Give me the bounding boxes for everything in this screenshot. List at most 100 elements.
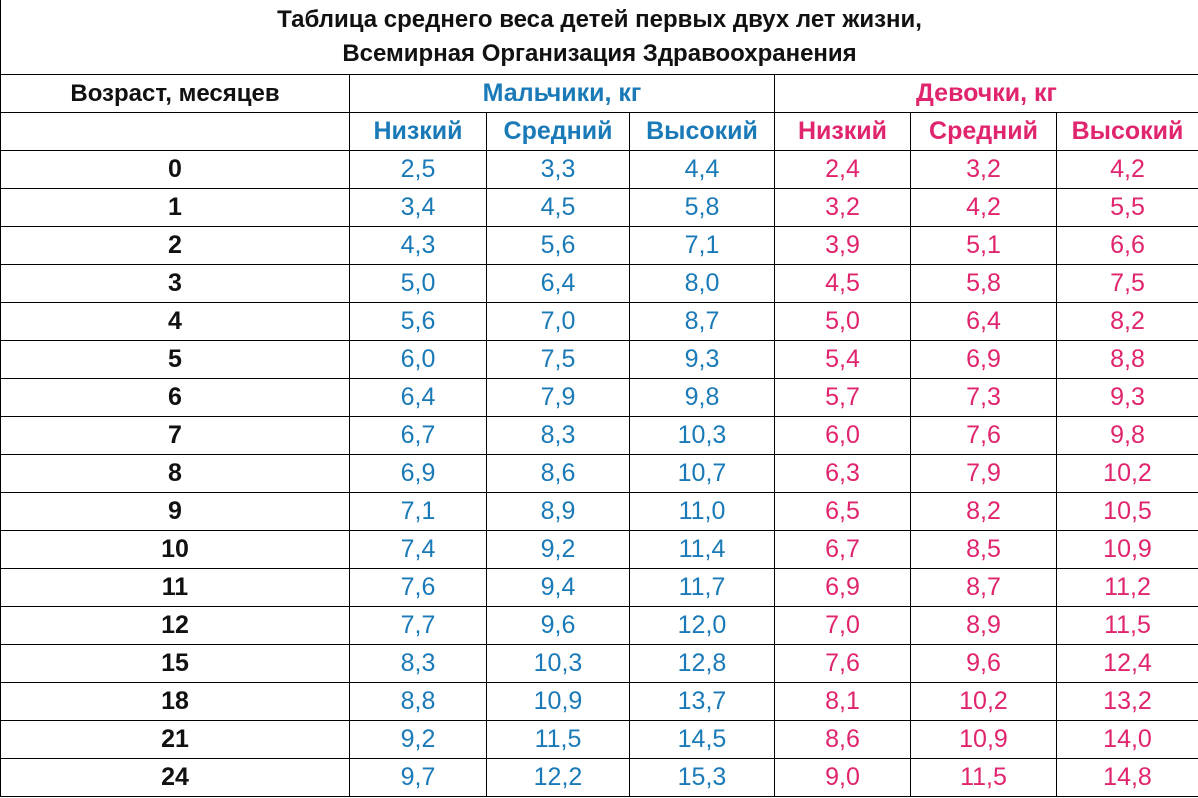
table-row: 8 6,9 8,6 10,7 6,3 7,9 10,2 xyxy=(0,454,1198,493)
boys-low-cell: 5,6 xyxy=(349,302,487,341)
table-row: 21 9,2 11,5 14,5 8,6 10,9 14,0 xyxy=(0,720,1198,759)
table-row: 11 7,6 9,4 11,7 6,9 8,7 11,2 xyxy=(0,568,1198,607)
age-cell: 15 xyxy=(0,644,350,683)
girls-high-cell: 14,0 xyxy=(1055,720,1198,759)
girls-mid-cell: 7,6 xyxy=(910,416,1057,455)
table-title-line-2: Всемирная Организация Здравоохранения xyxy=(342,40,857,67)
age-cell: 6 xyxy=(0,378,350,417)
boys-high-cell: 10,3 xyxy=(629,416,775,455)
girls-low-header: Низкий xyxy=(774,112,911,151)
boys-low-cell: 9,7 xyxy=(349,758,487,797)
girls-mid-cell: 7,9 xyxy=(910,454,1057,493)
age-cell: 2 xyxy=(0,226,350,265)
boys-mid-header: Средний xyxy=(486,112,630,151)
boys-mid-cell: 9,2 xyxy=(486,530,630,569)
boys-low-cell: 2,5 xyxy=(349,150,487,189)
girls-high-header: Высокий xyxy=(1055,112,1198,151)
boys-mid-cell: 9,4 xyxy=(486,568,630,607)
girls-group-header: Девочки, кг xyxy=(773,74,1198,113)
boys-high-cell: 4,4 xyxy=(629,150,775,189)
girls-high-cell: 10,5 xyxy=(1055,492,1198,531)
girls-mid-cell: 3,2 xyxy=(910,150,1057,189)
girls-low-cell: 8,6 xyxy=(774,720,911,759)
boys-mid-cell: 7,0 xyxy=(486,302,630,341)
age-cell: 9 xyxy=(0,492,350,531)
table-row: 4 5,6 7,0 8,7 5,0 6,4 8,2 xyxy=(0,302,1198,341)
girls-high-cell: 10,9 xyxy=(1055,530,1198,569)
boys-low-cell: 6,9 xyxy=(349,454,487,493)
boys-low-cell: 8,3 xyxy=(349,644,487,683)
age-cell: 8 xyxy=(0,454,350,493)
girls-low-cell: 4,5 xyxy=(774,264,911,303)
boys-high-cell: 11,0 xyxy=(629,492,775,531)
girls-low-cell: 6,5 xyxy=(774,492,911,531)
table-row: 15 8,3 10,3 12,8 7,6 9,6 12,4 xyxy=(0,644,1198,683)
age-column-header: Возраст, месяцев xyxy=(0,74,350,113)
boys-high-cell: 7,1 xyxy=(629,226,775,265)
group-header-row: Возраст, месяцев Мальчики, кг Девочки, к… xyxy=(0,74,1198,113)
boys-high-cell: 12,8 xyxy=(629,644,775,683)
age-cell: 10 xyxy=(0,530,350,569)
girls-high-cell: 13,2 xyxy=(1055,682,1198,721)
boys-low-cell: 5,0 xyxy=(349,264,487,303)
girls-mid-cell: 11,5 xyxy=(910,758,1057,797)
table-row: 6 6,4 7,9 9,8 5,7 7,3 9,3 xyxy=(0,378,1198,417)
boys-low-cell: 6,4 xyxy=(349,378,487,417)
boys-low-cell: 3,4 xyxy=(349,188,487,227)
boys-mid-cell: 6,4 xyxy=(486,264,630,303)
age-cell: 18 xyxy=(0,682,350,721)
girls-mid-cell: 10,2 xyxy=(910,682,1057,721)
table-row: 12 7,7 9,6 12,0 7,0 8,9 11,5 xyxy=(0,606,1198,645)
boys-mid-cell: 4,5 xyxy=(486,188,630,227)
age-cell: 1 xyxy=(0,188,350,227)
girls-low-cell: 6,7 xyxy=(774,530,911,569)
age-cell: 4 xyxy=(0,302,350,341)
girls-low-cell: 8,1 xyxy=(774,682,911,721)
girls-mid-cell: 9,6 xyxy=(910,644,1057,683)
table-title-line-1: Таблица среднего веса детей первых двух … xyxy=(277,6,922,33)
girls-low-cell: 5,0 xyxy=(774,302,911,341)
girls-mid-header: Средний xyxy=(910,112,1057,151)
girls-high-cell: 8,8 xyxy=(1055,340,1198,379)
boys-low-cell: 7,7 xyxy=(349,606,487,645)
boys-mid-cell: 10,3 xyxy=(486,644,630,683)
table-row: 0 2,5 3,3 4,4 2,4 3,2 4,2 xyxy=(0,150,1198,189)
girls-mid-cell: 4,2 xyxy=(910,188,1057,227)
table-row: 9 7,1 8,9 11,0 6,5 8,2 10,5 xyxy=(0,492,1198,531)
boys-group-header: Мальчики, кг xyxy=(349,74,775,113)
girls-high-cell: 10,2 xyxy=(1055,454,1198,493)
boys-high-cell: 15,3 xyxy=(629,758,775,797)
girls-high-cell: 9,3 xyxy=(1055,378,1198,417)
girls-high-cell: 7,5 xyxy=(1055,264,1198,303)
boys-mid-cell: 8,9 xyxy=(486,492,630,531)
boys-high-cell: 10,7 xyxy=(629,454,775,493)
boys-mid-cell: 8,6 xyxy=(486,454,630,493)
girls-low-cell: 6,3 xyxy=(774,454,911,493)
boys-mid-cell: 12,2 xyxy=(486,758,630,797)
boys-high-cell: 8,0 xyxy=(629,264,775,303)
boys-low-cell: 7,4 xyxy=(349,530,487,569)
boys-low-cell: 6,0 xyxy=(349,340,487,379)
girls-high-cell: 6,6 xyxy=(1055,226,1198,265)
girls-high-cell: 9,8 xyxy=(1055,416,1198,455)
table-row: 10 7,4 9,2 11,4 6,7 8,5 10,9 xyxy=(0,530,1198,569)
girls-mid-cell: 8,7 xyxy=(910,568,1057,607)
girls-low-cell: 5,7 xyxy=(774,378,911,417)
age-cell: 7 xyxy=(0,416,350,455)
age-cell: 24 xyxy=(0,758,350,797)
girls-low-cell: 7,6 xyxy=(774,644,911,683)
age-cell: 0 xyxy=(0,150,350,189)
age-cell: 12 xyxy=(0,606,350,645)
girls-high-cell: 14,8 xyxy=(1055,758,1198,797)
girls-low-cell: 9,0 xyxy=(774,758,911,797)
table-row: 24 9,7 12,2 15,3 9,0 11,5 14,8 xyxy=(0,758,1198,797)
girls-mid-cell: 6,4 xyxy=(910,302,1057,341)
girls-mid-cell: 7,3 xyxy=(910,378,1057,417)
boys-high-cell: 11,7 xyxy=(629,568,775,607)
girls-high-cell: 4,2 xyxy=(1055,150,1198,189)
girls-low-cell: 5,4 xyxy=(774,340,911,379)
boys-mid-cell: 11,5 xyxy=(486,720,630,759)
title-row: Таблица среднего веса детей первых двух … xyxy=(0,0,1198,75)
